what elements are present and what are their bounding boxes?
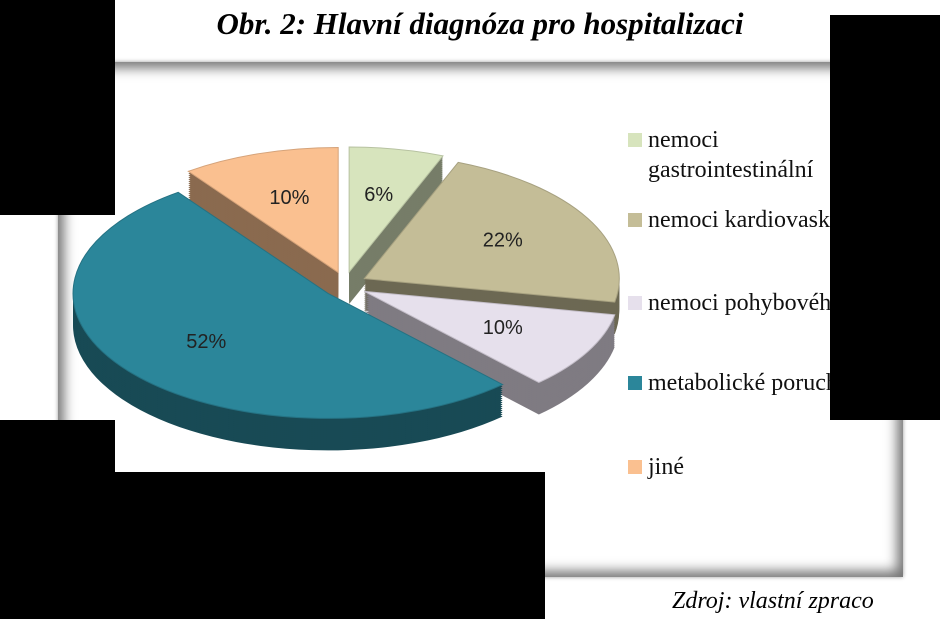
data-label: 6% (364, 184, 393, 206)
legend-item: metabolické poruchy (628, 368, 888, 398)
data-label: 10% (483, 317, 523, 339)
black-block (115, 472, 545, 619)
chart-title: Obr. 2: Hlavní diagnóza pro hospitalizac… (216, 6, 744, 41)
slice (364, 290, 616, 384)
legend-item: nemoci gastrointestinální (628, 125, 888, 185)
slice (348, 146, 444, 274)
legend-swatch (628, 376, 642, 390)
slice (72, 191, 504, 419)
legend-label: metabolické poruchy (648, 370, 850, 396)
black-block (830, 15, 940, 420)
black-block (0, 0, 115, 215)
data-label: 52% (186, 331, 226, 353)
slice (187, 146, 339, 274)
black-block (0, 420, 115, 619)
legend-label: nemoci gastrointestinální (648, 127, 814, 183)
legend-label: jiné (648, 454, 684, 480)
slice (363, 161, 620, 303)
data-label: 22% (483, 230, 523, 252)
legend-item: jiné (628, 452, 888, 482)
source-note: Zdroj: vlastní zpraco (672, 588, 874, 614)
legend-swatch (628, 133, 642, 147)
legend-swatch (628, 296, 642, 310)
data-label: 10% (269, 187, 309, 209)
legend-swatch (628, 460, 642, 474)
legend-swatch (628, 213, 642, 227)
